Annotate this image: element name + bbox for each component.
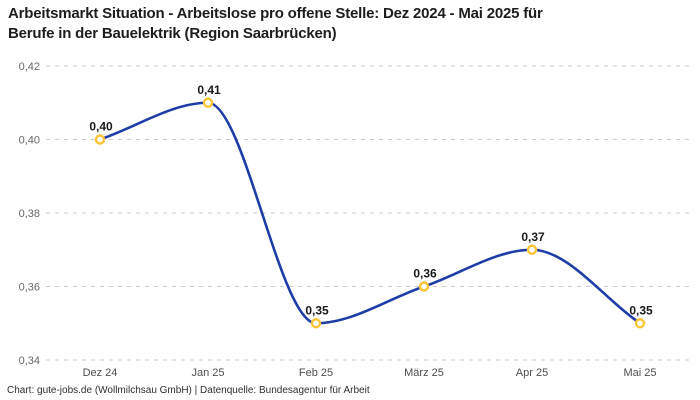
data-point-label: 0,36 xyxy=(413,267,437,281)
data-point-marker[interactable] xyxy=(418,281,430,292)
x-axis-tick-label: Feb 25 xyxy=(299,367,333,379)
data-point-label: 0,35 xyxy=(305,303,329,317)
x-axis-tick-label: Dez 24 xyxy=(83,367,118,379)
x-axis-tick-label: Apr 25 xyxy=(516,367,548,379)
data-point-label: 0,41 xyxy=(197,83,221,97)
chart-title-line2: Berufe in der Bauelektrik (Region Saarbr… xyxy=(8,25,337,42)
chart-title: Arbeitsmarkt Situation - Arbeitslose pro… xyxy=(8,4,543,44)
chart-title-line1: Arbeitsmarkt Situation - Arbeitslose pro… xyxy=(8,5,543,22)
data-point-marker[interactable] xyxy=(634,318,646,329)
data-point-marker[interactable] xyxy=(526,244,538,255)
y-axis-tick-label: 0,42 xyxy=(19,61,40,73)
y-axis-tick-label: 0,36 xyxy=(19,282,40,294)
y-axis-tick-label: 0,38 xyxy=(19,208,40,220)
data-point-label: 0,35 xyxy=(629,303,653,317)
data-point-marker[interactable] xyxy=(202,97,214,108)
data-point-label: 0,40 xyxy=(89,120,113,134)
chart-credit: Chart: gute-jobs.de (Wollmilchsau GmbH) … xyxy=(7,385,370,396)
y-axis-tick-label: 0,34 xyxy=(19,355,40,367)
y-axis-tick-label: 0,40 xyxy=(19,135,40,147)
x-axis-tick-label: März 25 xyxy=(404,367,444,379)
x-axis-tick-label: Jan 25 xyxy=(191,367,224,379)
x-axis-tick-label: Mai 25 xyxy=(623,367,656,379)
data-point-marker[interactable] xyxy=(310,318,322,329)
data-point-label: 0,37 xyxy=(521,230,545,244)
data-point-marker[interactable] xyxy=(94,134,106,145)
